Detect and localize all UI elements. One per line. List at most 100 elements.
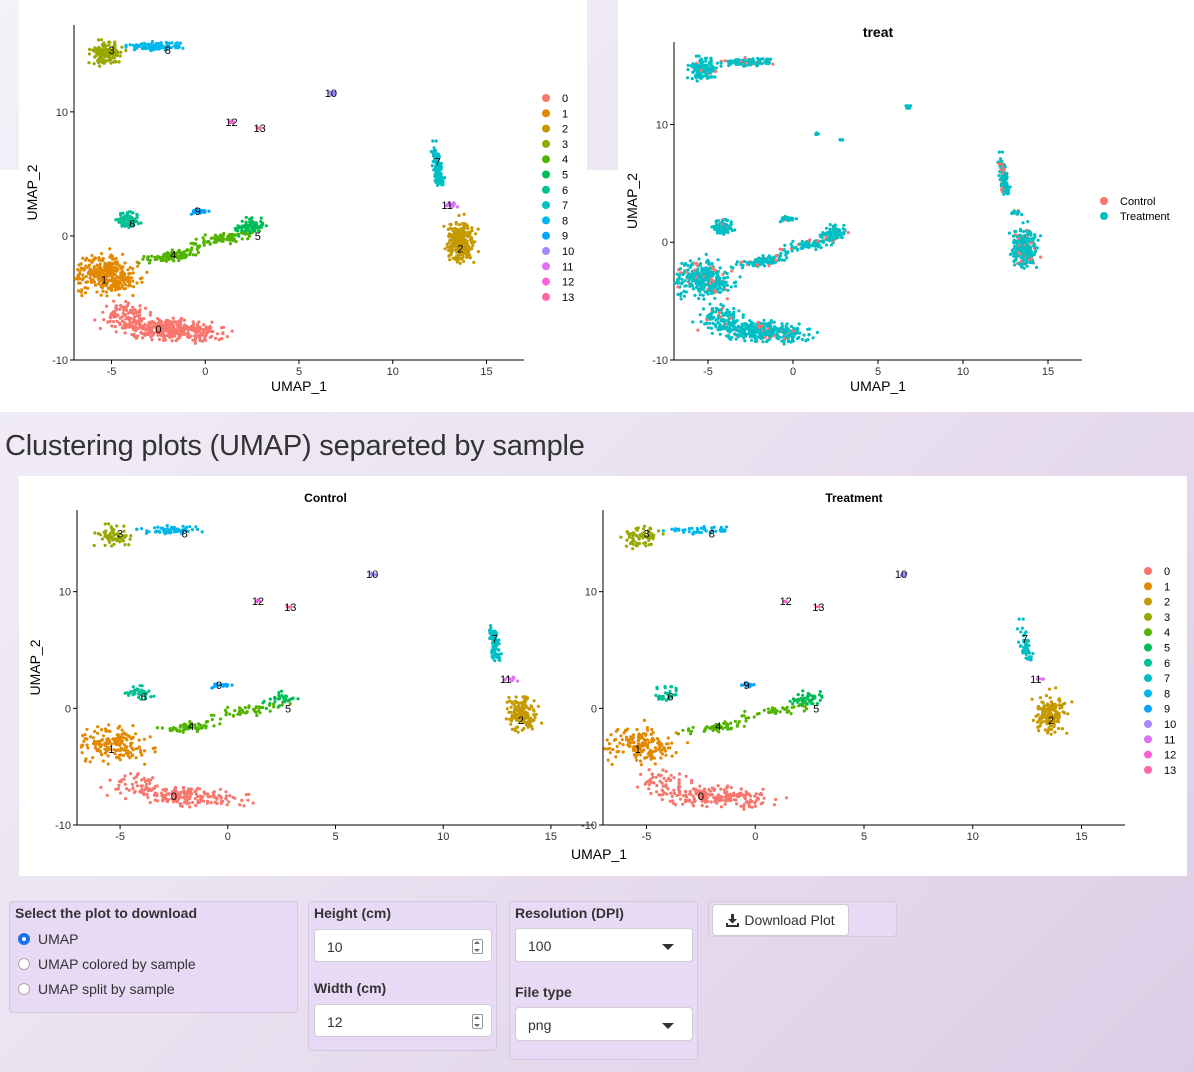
point — [536, 704, 541, 708]
point — [98, 745, 103, 749]
point — [175, 331, 179, 336]
point — [134, 732, 138, 736]
point — [84, 264, 88, 268]
point — [94, 742, 98, 746]
point — [193, 797, 197, 801]
point — [804, 339, 808, 343]
point — [776, 333, 780, 337]
umap-split-plot: Control-5 0 5 10 15-10010UMAP_20123456789101… — [27, 491, 1176, 862]
point — [241, 710, 245, 714]
point — [107, 58, 111, 63]
point — [373, 573, 378, 577]
point — [1025, 236, 1029, 240]
point — [782, 336, 786, 340]
point — [744, 322, 749, 326]
cluster-label: 8 — [165, 45, 171, 57]
point — [120, 284, 124, 288]
point — [282, 700, 286, 704]
point — [710, 262, 714, 266]
point — [99, 753, 104, 757]
point — [289, 697, 294, 701]
point — [119, 50, 123, 55]
point — [533, 715, 537, 719]
point — [695, 79, 699, 83]
point — [682, 263, 687, 267]
point — [442, 224, 446, 228]
point — [146, 789, 150, 793]
point — [164, 258, 168, 262]
point — [760, 336, 765, 340]
point — [1012, 254, 1016, 258]
point — [504, 717, 508, 721]
point — [200, 798, 204, 802]
point — [698, 784, 702, 788]
point — [173, 790, 177, 794]
point — [106, 273, 110, 277]
point — [196, 727, 200, 731]
point — [1038, 234, 1043, 238]
point — [133, 789, 137, 793]
point — [833, 227, 838, 231]
point — [716, 219, 720, 223]
point — [105, 749, 109, 753]
point — [161, 527, 165, 531]
point — [704, 252, 708, 256]
point — [808, 327, 812, 331]
point — [999, 177, 1003, 181]
point — [169, 45, 173, 50]
point — [132, 776, 136, 780]
point — [734, 326, 738, 330]
point — [824, 243, 829, 247]
point — [169, 322, 173, 326]
point — [189, 212, 193, 216]
point — [717, 284, 721, 288]
point — [704, 322, 709, 326]
point — [734, 284, 738, 288]
point — [698, 73, 702, 77]
point — [201, 339, 205, 343]
point — [743, 332, 747, 336]
point — [716, 321, 720, 325]
point — [452, 202, 456, 206]
cluster-label: 5 — [285, 703, 291, 715]
point — [713, 75, 717, 79]
point — [768, 256, 772, 260]
point — [131, 724, 135, 728]
point — [1024, 251, 1028, 255]
point — [121, 221, 125, 225]
legend-label: 5 — [562, 170, 568, 182]
legend-label: 11 — [562, 261, 573, 273]
point — [329, 93, 333, 97]
point — [100, 738, 104, 742]
point — [224, 797, 228, 801]
point — [131, 685, 135, 689]
point — [100, 537, 104, 541]
point — [153, 43, 157, 47]
point — [779, 251, 783, 256]
point — [785, 322, 789, 326]
point — [277, 704, 282, 708]
point — [721, 288, 725, 292]
point — [285, 605, 289, 609]
point — [228, 794, 232, 798]
point — [686, 63, 690, 67]
point — [187, 801, 191, 805]
point — [123, 331, 127, 335]
point — [430, 164, 434, 168]
point — [230, 683, 234, 687]
point — [806, 245, 810, 249]
point — [729, 223, 733, 227]
point — [203, 334, 207, 338]
point — [115, 319, 119, 323]
point — [110, 544, 114, 548]
point — [170, 248, 174, 252]
point — [92, 267, 96, 271]
point — [465, 241, 469, 245]
point — [196, 527, 200, 532]
point — [123, 272, 127, 276]
point — [87, 258, 91, 263]
point — [97, 258, 101, 262]
scatter-points — [79, 522, 544, 809]
point — [197, 245, 201, 249]
point — [135, 784, 139, 788]
